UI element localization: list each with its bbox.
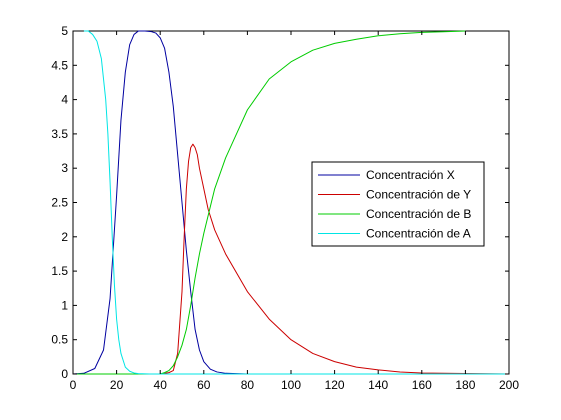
legend-box <box>311 161 485 247</box>
x-tick-label: 200 <box>499 378 519 392</box>
ticks-layer: 0 20 40 60 80 100 120 140 160 180 200 0 0.5 1 1.5 2 2.5 3… <box>51 24 519 392</box>
y-tick-label: 3 <box>61 161 68 175</box>
legend-label-2: Concentración de Y <box>366 188 471 202</box>
y-tick-label: 0 <box>61 367 68 381</box>
x-tick-label: 160 <box>412 378 432 392</box>
x-tick-label: 40 <box>154 378 168 392</box>
legend-label-4: Concentración de A <box>366 227 471 241</box>
x-tick-label: 60 <box>197 378 211 392</box>
x-tick-label: 180 <box>455 378 475 392</box>
series-layer <box>72 30 510 375</box>
y-tick-label: 2.5 <box>51 196 68 210</box>
x-tick-label: 140 <box>368 378 388 392</box>
y-tick-label: 1.5 <box>51 264 68 278</box>
x-tick-label: 100 <box>281 378 301 392</box>
series-line-3 <box>73 30 466 375</box>
y-tick-label: 1 <box>61 298 68 312</box>
y-tick-label: 3.5 <box>51 127 68 141</box>
legend-label-1: Concentración X <box>366 168 455 182</box>
x-tick-label: 80 <box>241 378 255 392</box>
y-tick-label: 0.5 <box>51 333 68 347</box>
legend-label-3: Concentración de B <box>366 207 471 221</box>
y-tick-label: 5 <box>61 24 68 38</box>
series-line-1 <box>72 30 509 375</box>
x-tick-label: 20 <box>110 378 124 392</box>
y-tick-label: 4 <box>61 93 68 107</box>
series-line-4 <box>83 30 509 375</box>
y-tick-label: 2 <box>61 230 68 244</box>
legend: Concentración X Concentración de Y Concent… <box>311 161 485 247</box>
y-tick-label: 4.5 <box>51 58 68 72</box>
series-line-2 <box>73 143 510 375</box>
x-tick-label: 120 <box>325 378 345 392</box>
x-tick-label: 0 <box>70 378 77 392</box>
